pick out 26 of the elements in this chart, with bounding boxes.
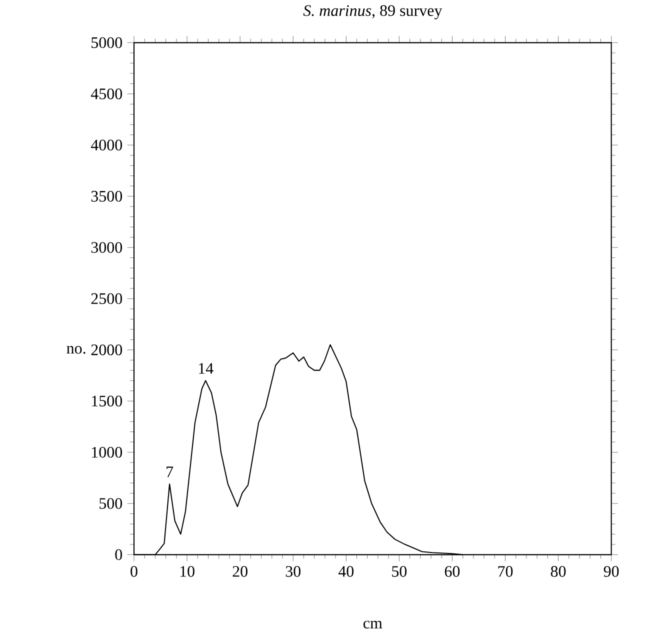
x-axis-title: cm xyxy=(364,620,382,628)
y-tick-label: 3000 xyxy=(91,242,122,253)
annotation: 14 xyxy=(199,363,214,374)
x-tick-label: 90 xyxy=(604,566,619,577)
x-tick-label: 70 xyxy=(498,566,513,577)
x-tick-label: 20 xyxy=(232,566,248,577)
x-tick-label: 60 xyxy=(444,566,460,577)
y-tick-label: 1500 xyxy=(92,396,122,406)
y-axis-title: no. xyxy=(66,346,86,354)
y-tick-label: 3500 xyxy=(91,190,122,202)
y-tick-label: 4000 xyxy=(90,140,122,150)
y-tick-label: 5000 xyxy=(92,37,122,48)
y-tick-label: 4500 xyxy=(90,88,122,100)
y-tick-label: 1000 xyxy=(92,446,122,458)
x-tick-label: 30 xyxy=(286,566,300,577)
annotation: 7 xyxy=(166,466,174,478)
chart-title: S. marinus, 89 survey xyxy=(303,5,442,20)
x-tick-label: 0 xyxy=(130,566,138,577)
y-tick-label: 0 xyxy=(115,549,122,560)
y-tick-label: 2500 xyxy=(91,293,122,304)
y-tick-label: 2000 xyxy=(91,344,122,356)
y-tick-label: 500 xyxy=(100,498,122,509)
x-tick-label: 10 xyxy=(180,566,194,577)
x-tick-label: 50 xyxy=(392,566,407,577)
x-tick-label: 80 xyxy=(550,566,566,577)
x-tick-label: 40 xyxy=(338,566,354,577)
